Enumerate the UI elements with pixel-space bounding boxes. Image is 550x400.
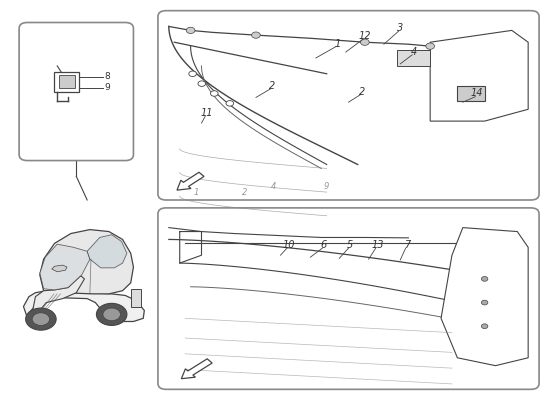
Text: 3: 3 bbox=[397, 24, 403, 34]
Text: 6: 6 bbox=[321, 240, 327, 250]
Bar bbox=[131, 289, 140, 306]
Text: 9: 9 bbox=[104, 83, 111, 92]
Text: 1: 1 bbox=[334, 39, 341, 49]
Circle shape bbox=[211, 91, 218, 96]
Bar bbox=[54, 72, 79, 92]
Text: 2: 2 bbox=[359, 86, 365, 96]
Circle shape bbox=[481, 276, 488, 281]
Circle shape bbox=[189, 71, 196, 76]
Text: 2: 2 bbox=[269, 81, 276, 91]
Text: 4: 4 bbox=[271, 182, 277, 191]
Polygon shape bbox=[40, 244, 90, 290]
Text: 10: 10 bbox=[282, 240, 295, 250]
Text: 5: 5 bbox=[347, 240, 353, 250]
Bar bbox=[59, 75, 75, 88]
Bar bbox=[458, 86, 485, 101]
Text: 11: 11 bbox=[201, 108, 213, 118]
Circle shape bbox=[481, 324, 488, 328]
Circle shape bbox=[26, 308, 56, 330]
Circle shape bbox=[198, 81, 206, 86]
Circle shape bbox=[226, 100, 234, 106]
Circle shape bbox=[186, 27, 195, 34]
Text: 13: 13 bbox=[371, 240, 383, 250]
FancyBboxPatch shape bbox=[158, 11, 539, 200]
Circle shape bbox=[96, 303, 127, 326]
Text: 12: 12 bbox=[359, 31, 371, 41]
Text: 8: 8 bbox=[104, 72, 111, 81]
Circle shape bbox=[103, 308, 120, 321]
Polygon shape bbox=[32, 276, 85, 328]
FancyArrow shape bbox=[182, 359, 212, 379]
Text: 4: 4 bbox=[411, 47, 417, 57]
Circle shape bbox=[360, 39, 369, 45]
Circle shape bbox=[32, 313, 50, 326]
Text: 1: 1 bbox=[194, 188, 199, 197]
FancyBboxPatch shape bbox=[19, 22, 134, 160]
Circle shape bbox=[481, 300, 488, 305]
Text: 7: 7 bbox=[404, 240, 410, 250]
Polygon shape bbox=[441, 228, 528, 366]
Polygon shape bbox=[87, 235, 127, 268]
Circle shape bbox=[426, 43, 434, 49]
Polygon shape bbox=[40, 230, 134, 294]
Text: 9: 9 bbox=[324, 182, 329, 191]
Circle shape bbox=[251, 32, 260, 38]
Polygon shape bbox=[430, 30, 528, 121]
Polygon shape bbox=[52, 265, 67, 272]
Text: 14: 14 bbox=[470, 88, 483, 98]
Bar bbox=[398, 50, 430, 66]
Text: 2: 2 bbox=[243, 188, 248, 197]
FancyArrow shape bbox=[177, 172, 204, 190]
Polygon shape bbox=[24, 291, 144, 328]
FancyBboxPatch shape bbox=[158, 208, 539, 389]
